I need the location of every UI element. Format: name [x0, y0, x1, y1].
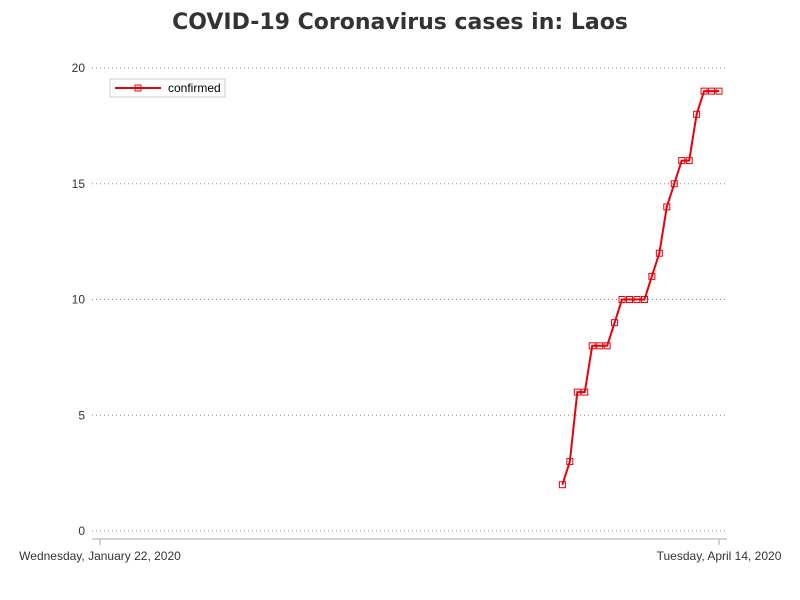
data-point-2020-04-03 — [633, 296, 641, 303]
data-point-2020-04-05 — [648, 272, 656, 280]
data-point-2020-04-02 — [626, 296, 634, 303]
data-point-2020-03-25 — [566, 458, 574, 466]
data-point-2020-04-04 — [640, 296, 648, 303]
y-tick-label-10: 10 — [72, 293, 86, 307]
data-point-2020-03-27 — [581, 388, 589, 396]
data-point-2020-04-10 — [685, 157, 693, 165]
x-tick-label-end: Tuesday, April 14, 2020 — [657, 549, 782, 563]
legend-box — [109, 78, 226, 98]
data-point-2020-04-13 — [708, 87, 716, 95]
data-point-2020-03-29 — [596, 342, 604, 350]
data-point-2020-03-31 — [611, 319, 619, 327]
axes: Wednesday, January 22, 2020 Tuesday, Apr… — [19, 538, 782, 563]
y-tick-label-0: 0 — [78, 524, 85, 538]
x-tick-label-start: Wednesday, January 22, 2020 — [19, 549, 181, 563]
data-point-2020-03-24 — [558, 481, 566, 489]
data-point-2020-04-09 — [678, 157, 686, 165]
data-point-2020-04-14 — [715, 87, 723, 95]
legend-marker — [134, 84, 142, 92]
y-tick-label-5: 5 — [78, 408, 85, 422]
legend-label-confirmed: confirmed — [168, 81, 221, 95]
data-point-2020-04-12 — [700, 87, 708, 95]
data-point-2020-03-28 — [588, 342, 596, 350]
legend: confirmed — [109, 78, 226, 98]
data-point-2020-04-08 — [670, 180, 678, 188]
y-tick-labels: 0 5 10 15 20 — [72, 61, 86, 538]
series-confirmed — [558, 87, 723, 489]
y-tick-label-15: 15 — [72, 177, 86, 191]
chart-title: COVID-19 Coronavirus cases in: Laos — [172, 10, 628, 35]
data-point-2020-04-01 — [618, 296, 626, 303]
y-tick-label-20: 20 — [72, 61, 86, 75]
data-point-2020-04-07 — [663, 203, 671, 211]
series-line-confirmed — [561, 90, 719, 486]
data-point-2020-03-26 — [573, 388, 581, 396]
data-point-2020-03-30 — [603, 342, 611, 350]
data-point-2020-04-11 — [693, 110, 701, 118]
data-point-2020-04-06 — [655, 249, 663, 257]
